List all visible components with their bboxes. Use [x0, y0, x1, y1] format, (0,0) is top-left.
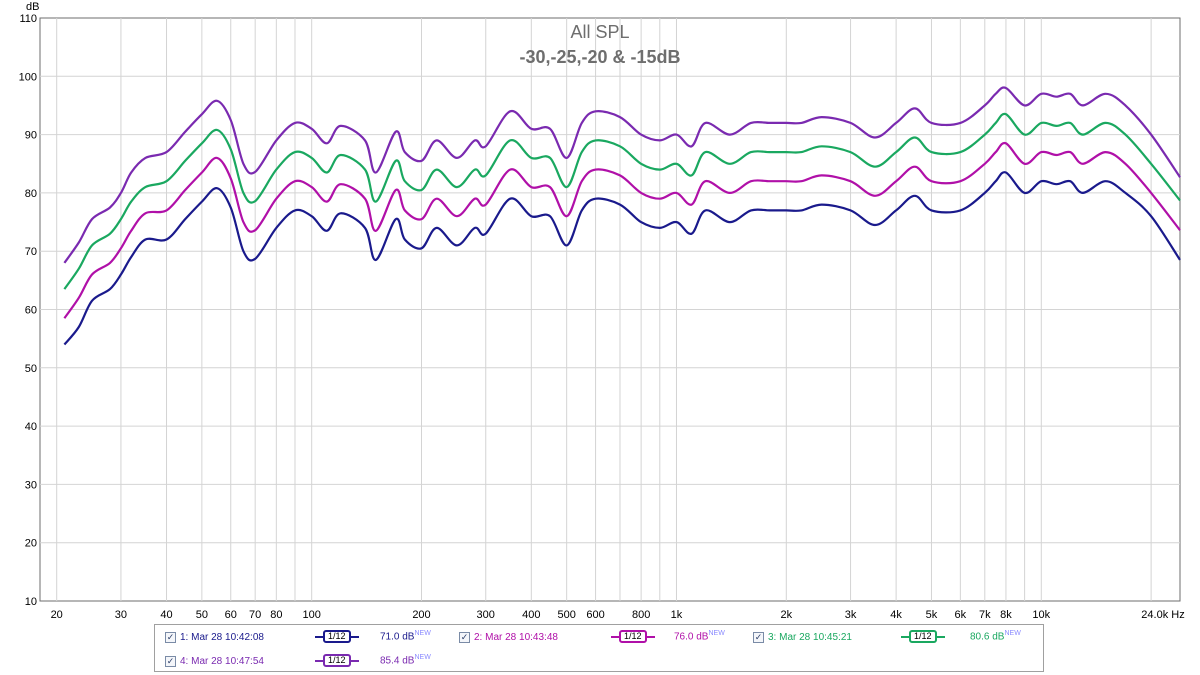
x-tick-label: 600 [586, 609, 604, 620]
x-tick-label: 500 [557, 609, 575, 620]
legend-checkbox[interactable]: ✓ [753, 631, 764, 643]
smoothing-line [350, 635, 359, 638]
y-tick-label: 70 [25, 246, 37, 258]
legend-level: 71.0 dBNEW [380, 630, 431, 643]
x-tick-label: 4k [890, 609, 902, 620]
x-tick-label: 200 [412, 609, 430, 620]
new-tag: NEW [708, 630, 725, 637]
y-tick-label: 60 [25, 305, 37, 317]
legend-label: 2: Mar 28 10:43:48 [474, 631, 558, 643]
smoothing-line [901, 635, 909, 638]
smoothing-indicator[interactable]: 1/12 [315, 654, 359, 667]
spl-chart: 20 30 40 50 60 70 80 100 200 300 400 500 600 800 1k 2k 3… [19, 1, 1185, 620]
smoothing-label: 1/12 [323, 630, 351, 643]
x-tick-label: 1k [671, 609, 683, 620]
legend: ✓ 1: Mar 28 10:42:08 1/12 71.0 dBNEW ✓ 2: Mar… [154, 624, 1044, 672]
legend-entry-3[interactable]: ✓ 3: Mar 28 10:45:21 [753, 628, 852, 646]
x-tick-label: 800 [632, 609, 650, 620]
smoothing-label: 1/12 [909, 630, 937, 643]
y-tick-label: 20 [25, 538, 37, 550]
smoothing-line [611, 635, 619, 638]
series-line-3 [63, 112, 1181, 290]
chart-subtitle: -30,-25,-20 & -15dB [519, 47, 680, 67]
smoothing-line [315, 635, 323, 638]
series-line-4 [63, 86, 1181, 264]
y-tick-label: 80 [25, 188, 37, 200]
smoothing-line [350, 659, 359, 662]
y-tick-label: 50 [25, 363, 37, 375]
legend-label: 4: Mar 28 10:47:54 [180, 655, 264, 667]
y-tick-label: 10 [25, 596, 37, 608]
x-tick-label: 50 [196, 609, 208, 620]
tick-labels: 20 30 40 50 60 70 80 100 200 300 400 500 600 800 1k 2k 3… [19, 13, 1185, 620]
x-tick-label: 24.0k Hz [1141, 609, 1184, 620]
legend-checkbox[interactable]: ✓ [165, 631, 176, 643]
y-tick-label: 100 [19, 71, 37, 83]
smoothing-indicator[interactable]: 1/12 [315, 630, 359, 643]
x-tick-label: 7k [979, 609, 991, 620]
y-tick-label: 30 [25, 479, 37, 491]
smoothing-line [315, 659, 323, 662]
smoothing-indicator[interactable]: 1/12 [611, 630, 655, 643]
x-tick-label: 400 [522, 609, 540, 620]
x-tick-label: 60 [225, 609, 237, 620]
smoothing-label: 1/12 [619, 630, 647, 643]
smoothing-line [936, 635, 945, 638]
x-tick-label: 30 [115, 609, 127, 620]
x-tick-label: 8k [1000, 609, 1012, 620]
new-tag: NEW [414, 630, 431, 637]
series-line-2 [63, 141, 1181, 319]
x-tick-label: 5k [926, 609, 938, 620]
smoothing-indicator[interactable]: 1/12 [901, 630, 945, 643]
legend-checkbox[interactable]: ✓ [165, 655, 176, 667]
legend-level: 85.4 dBNEW [380, 654, 431, 667]
chart-title: All SPL [570, 22, 629, 42]
smoothing-line [646, 635, 655, 638]
legend-entry-4[interactable]: ✓ 4: Mar 28 10:47:54 [165, 652, 264, 670]
x-tick-label: 80 [270, 609, 282, 620]
x-tick-label: 100 [303, 609, 321, 620]
legend-checkbox[interactable]: ✓ [459, 631, 470, 643]
legend-entry-1[interactable]: ✓ 1: Mar 28 10:42:08 [165, 628, 264, 646]
y-tick-label: 90 [25, 130, 37, 142]
x-tick-label: 2k [780, 609, 792, 620]
series-layer [63, 86, 1181, 346]
x-tick-label: 10k [1032, 609, 1050, 620]
x-tick-label: 20 [51, 609, 63, 620]
series-line-1 [63, 171, 1181, 346]
new-tag: NEW [414, 654, 431, 661]
legend-label: 1: Mar 28 10:42:08 [180, 631, 264, 643]
x-tick-label: 70 [249, 609, 261, 620]
x-tick-label: 6k [955, 609, 967, 620]
y-tick-label: 40 [25, 421, 37, 433]
x-tick-label: 3k [845, 609, 857, 620]
y-tick-label: 110 [19, 13, 37, 25]
legend-level: 80.6 dBNEW [970, 630, 1021, 643]
legend-entry-2[interactable]: ✓ 2: Mar 28 10:43:48 [459, 628, 558, 646]
y-axis-label: dB [26, 1, 39, 13]
smoothing-label: 1/12 [323, 654, 351, 667]
legend-level: 76.0 dBNEW [674, 630, 725, 643]
new-tag: NEW [1004, 630, 1021, 637]
x-tick-label: 40 [160, 609, 172, 620]
x-tick-label: 300 [477, 609, 495, 620]
legend-label: 3: Mar 28 10:45:21 [768, 631, 852, 643]
grid [40, 18, 1180, 601]
